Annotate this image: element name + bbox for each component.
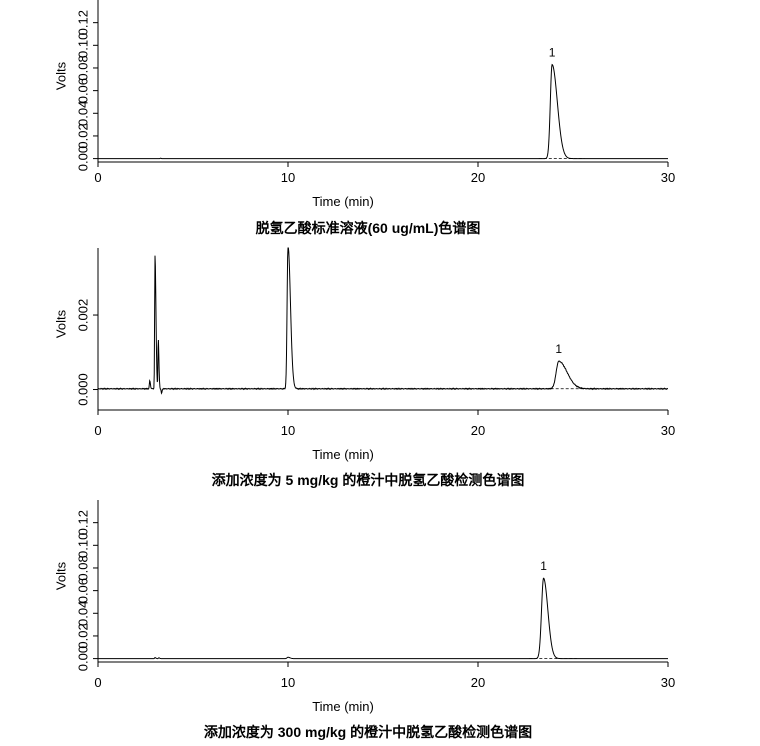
x-tick-label: 20 [471,675,485,690]
y-tick-label: 0.06 [75,578,90,603]
y-tick-label: 0.12 [75,10,90,35]
y-tick-label: 0.08 [75,55,90,80]
x-tick-label: 30 [661,423,675,438]
y-axis-label: Volts [53,61,68,90]
chromatogram-trace [98,577,668,660]
x-tick-label: 30 [661,170,675,185]
y-axis-label: Volts [53,309,68,338]
y-tick-label: 0.04 [75,101,90,126]
x-tick-label: 0 [94,675,101,690]
y-tick-label: 0.02 [75,623,90,648]
chromatogram-trace [97,247,669,395]
x-tick-label: 10 [281,423,295,438]
chromatogram-trace [98,63,668,160]
x-axis-label: Time (min) [312,194,374,209]
chromatogram-panel-standard: 0.000.020.040.060.080.100.12 0 10 20 30 Time … [53,0,675,236]
y-tick-label: 0.02 [75,123,90,148]
x-axis-label: Time (min) [312,447,374,462]
peak-label: 1 [555,342,562,356]
chromatogram-panel-5mg: 0.000 0.002 0 10 20 30 Time (min) Volts 1 添加浓度为 5… [53,247,675,488]
y-tick-label: 0.10 [75,33,90,58]
x-tick-label: 30 [661,675,675,690]
chart-caption: 添加浓度为 300 mg/kg 的橙汁中脱氢乙酸检测色谱图 [204,724,532,740]
chromatogram-panel-300mg: 0.000.020.040.060.080.100.12 0 10 20 30 Time … [53,500,675,740]
y-tick-label: 0.12 [75,510,90,535]
y-tick-label: 0.000 [75,373,90,406]
x-tick-label: 10 [281,170,295,185]
x-axis-label: Time (min) [312,699,374,714]
peak-label: 1 [549,46,556,60]
x-tick-label: 20 [471,170,485,185]
x-tick-label: 20 [471,423,485,438]
peak-label: 1 [540,559,547,573]
x-tick-label: 0 [94,170,101,185]
y-tick-label: 0.002 [75,299,90,332]
y-tick-label: 0.04 [75,601,90,626]
y-tick-label: 0.10 [75,533,90,558]
y-tick-label: 0.00 [75,646,90,671]
chart-caption: 添加浓度为 5 mg/kg 的橙汁中脱氢乙酸检测色谱图 [212,472,525,488]
chart-caption: 脱氢乙酸标准溶液(60 ug/mL)色谱图 [256,220,481,236]
y-tick-label: 0.00 [75,146,90,171]
x-tick-label: 0 [94,423,101,438]
y-axis-label: Volts [53,561,68,590]
y-tick-label: 0.08 [75,555,90,580]
x-tick-label: 10 [281,675,295,690]
y-tick-label: 0.06 [75,78,90,103]
